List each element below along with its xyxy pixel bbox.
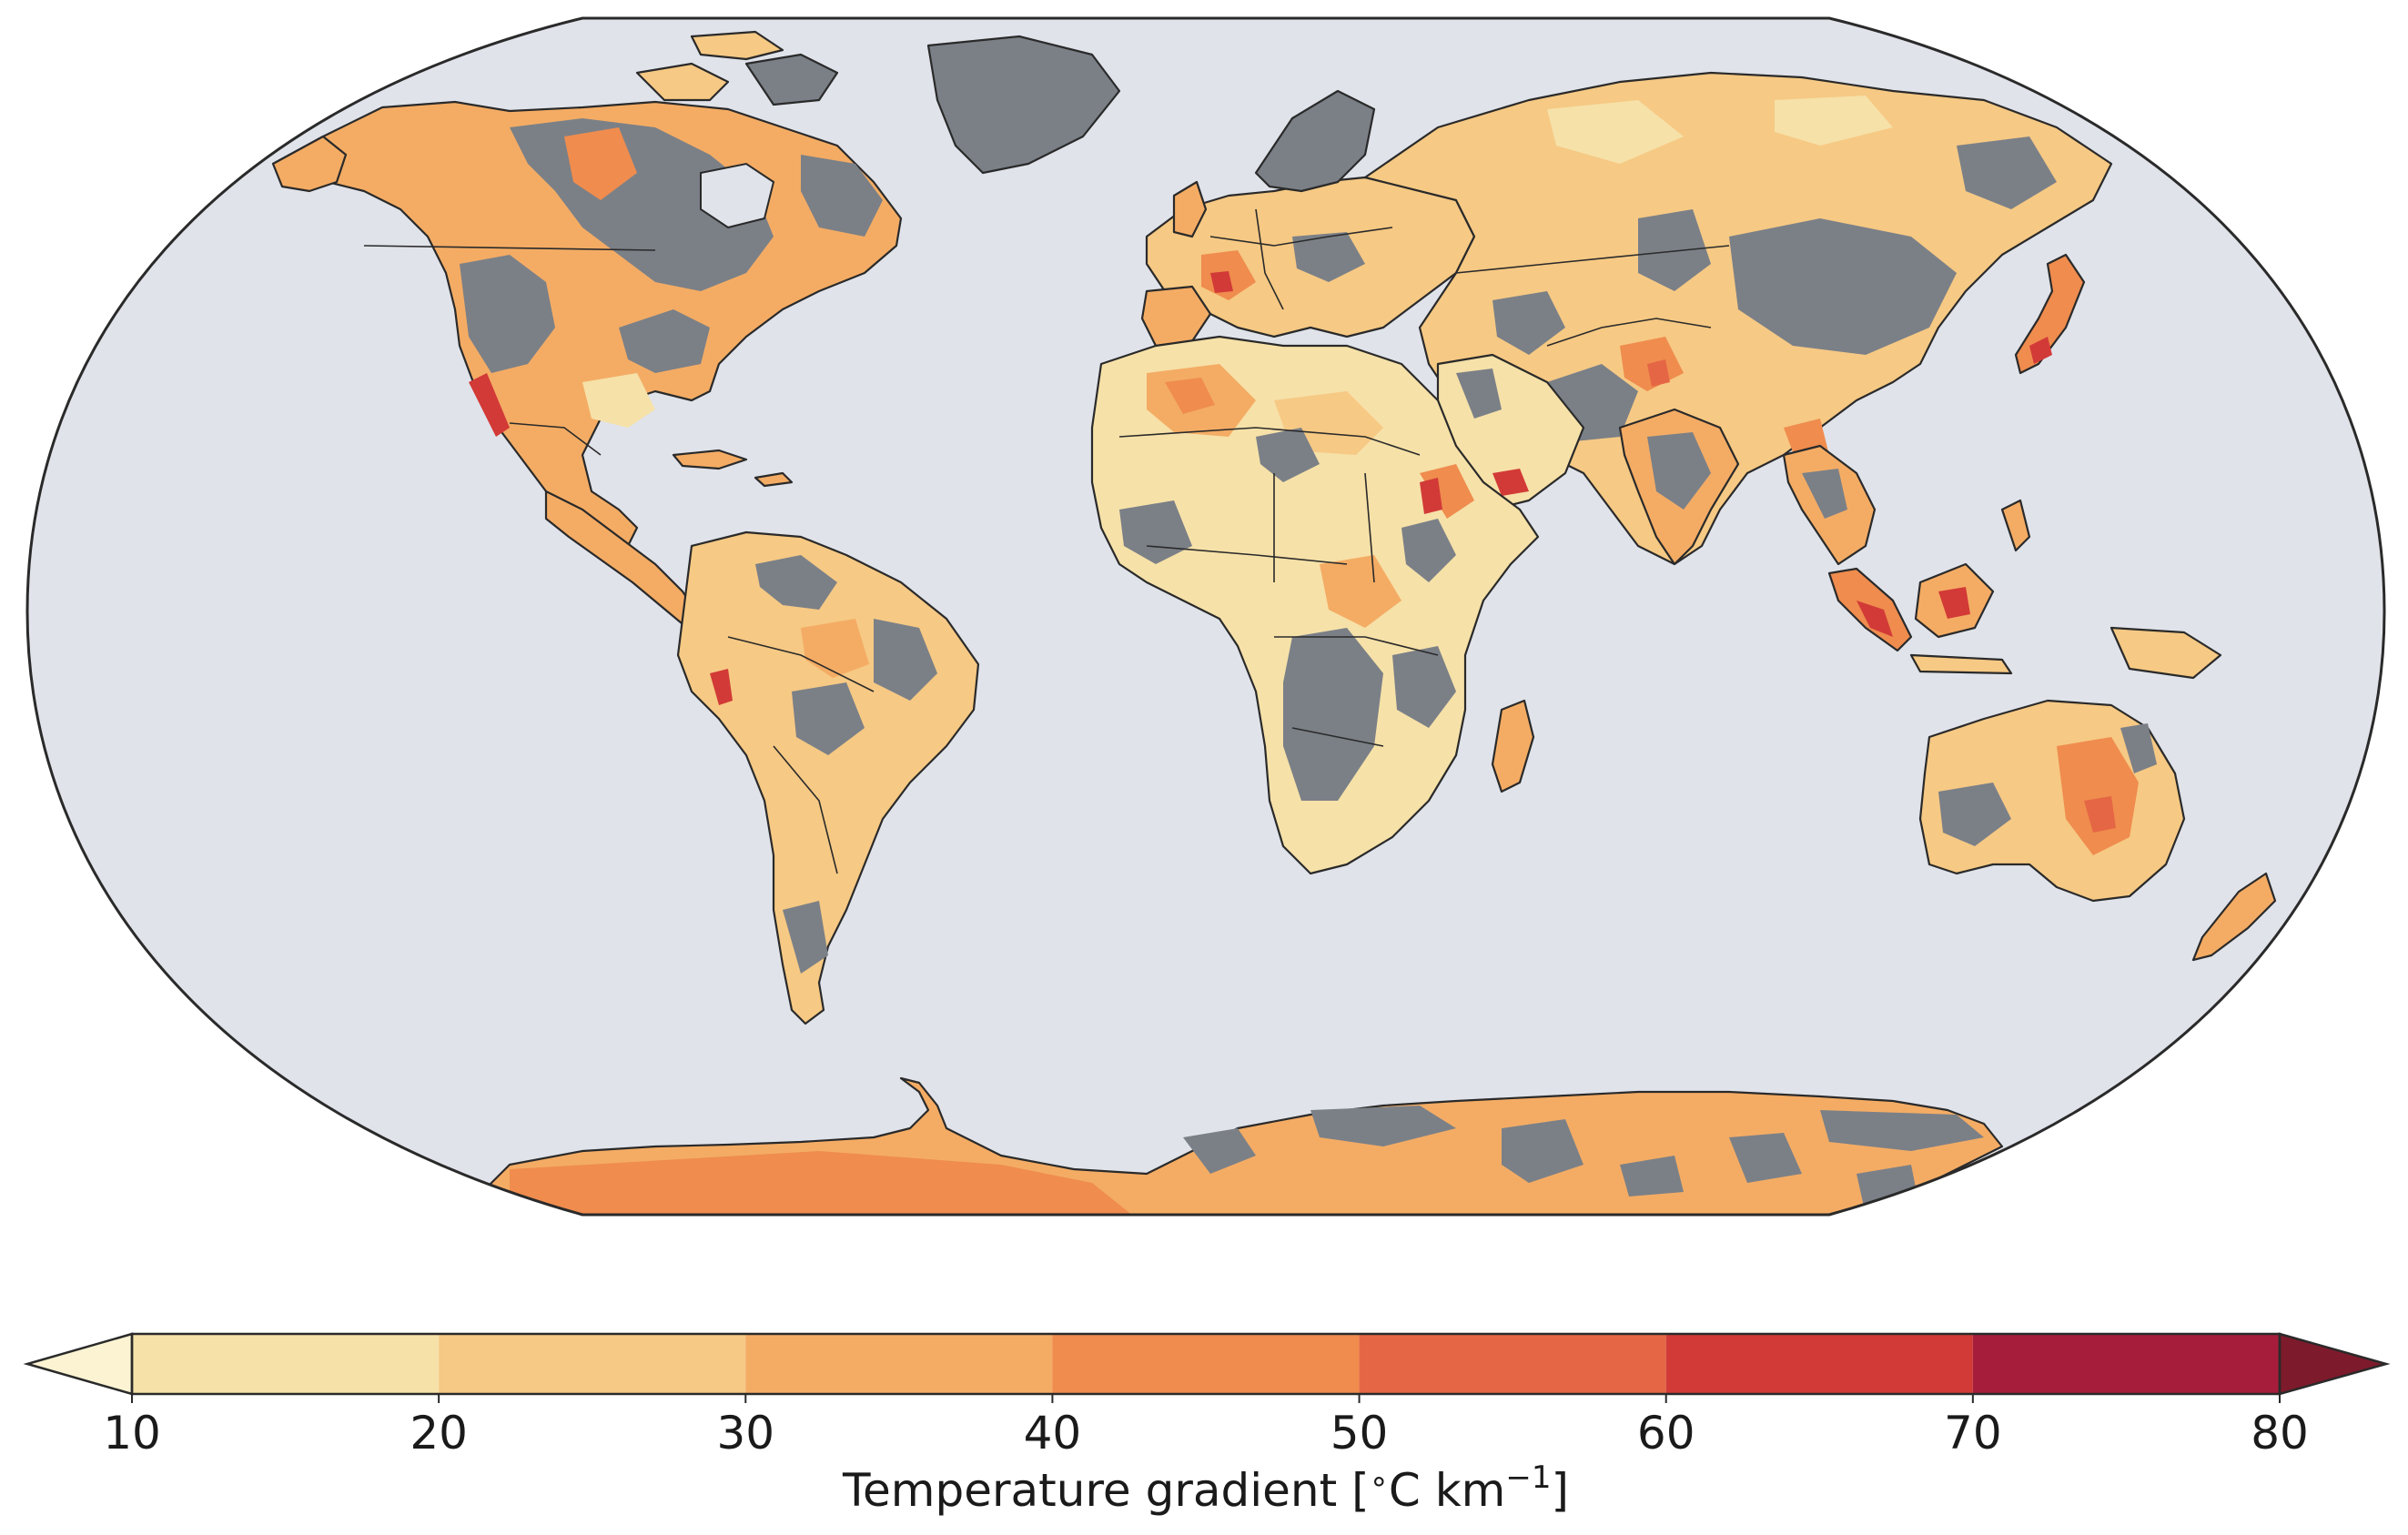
- colorbar-label-degree: ∘: [1370, 1463, 1389, 1500]
- colorbar-tick-label: 20: [410, 1407, 468, 1459]
- continent-asia: [1363, 71, 2113, 566]
- colorbar-bin-10-20: [132, 1334, 440, 1394]
- colorbar-bin-50-60: [1359, 1334, 1666, 1394]
- colorbar-tick-label: 10: [103, 1407, 161, 1459]
- colorbar-bin-20-30: [439, 1334, 746, 1394]
- colorbar-label-close: ]: [1552, 1464, 1570, 1517]
- colorbar-tick-label: 80: [2251, 1407, 2309, 1459]
- colorbar-tick-label: 70: [1944, 1407, 2002, 1459]
- colorbar-frame: [130, 1332, 2282, 1396]
- continent-europe: [1140, 89, 1476, 348]
- colorbar-ticks: 10 20 30 40 50 60 70 80: [103, 1394, 2309, 1459]
- colorbar-label: Temperature gradient [∘C km−1]: [842, 1459, 1569, 1517]
- continent-africa: [1090, 335, 1540, 875]
- colorbar-tick-label: 60: [1637, 1407, 1695, 1459]
- colorbar-bin-40-50: [1052, 1334, 1360, 1394]
- colorbar-tick-label: 40: [1024, 1407, 1082, 1459]
- colorbar-bin-30-40: [745, 1334, 1053, 1394]
- colorbar-bins: [132, 1334, 2280, 1394]
- colorbar-tick-label: 30: [716, 1407, 774, 1459]
- colorbar-label-text: Temperature gradient [: [842, 1464, 1370, 1517]
- colorbar-label-exponent: −1: [1505, 1459, 1551, 1496]
- map-frame: [25, 16, 2386, 1217]
- colorbar: 10 20 30 40 50 60 70 80 Temperature gradient [∘…: [23, 1332, 2391, 1517]
- colorbar-bin-60-70: [1665, 1334, 1973, 1394]
- colorbar-under-extension: [23, 1332, 134, 1396]
- map-panel: [25, 16, 2386, 1217]
- continent-north-america: [271, 30, 1121, 630]
- continent-south-america: [676, 530, 980, 1025]
- continent-oceania: [1827, 499, 2277, 962]
- colorbar-tick-label: 50: [1330, 1407, 1389, 1459]
- colorbar-label-unit: C km: [1389, 1464, 1505, 1517]
- colorbar-bin-70-80: [1972, 1334, 2280, 1394]
- colorbar-over-extension: [2278, 1332, 2391, 1396]
